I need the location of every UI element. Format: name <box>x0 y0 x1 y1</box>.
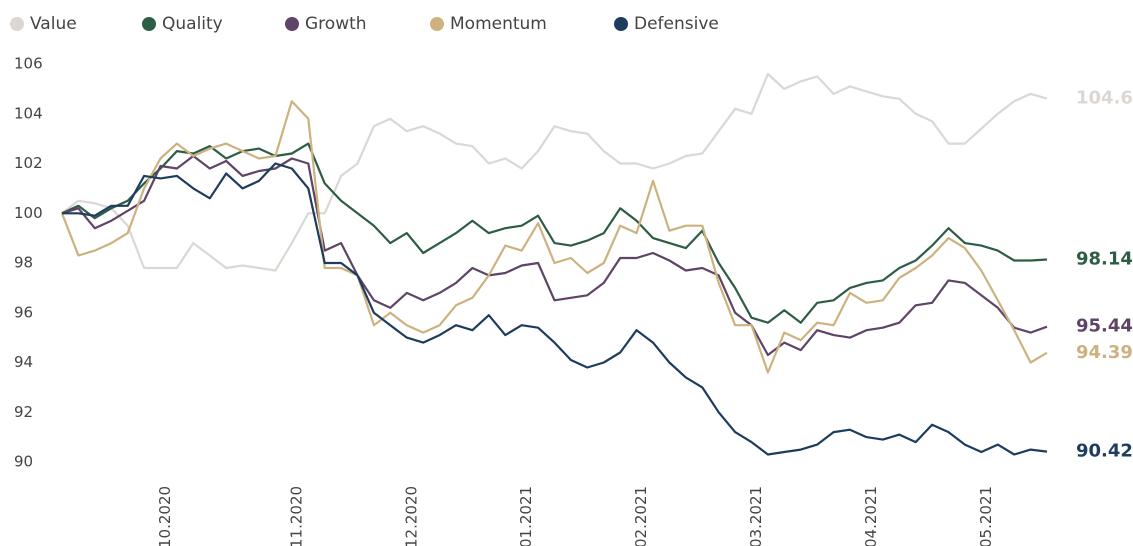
legend-label: Value <box>30 14 77 34</box>
y-tick-label: 92 <box>14 403 33 421</box>
end-label: 94.39 <box>1076 342 1133 363</box>
y-tick-label: 104 <box>14 104 43 122</box>
legend-label: Growth <box>305 14 367 34</box>
x-tick-label: 02.2021 <box>632 486 650 546</box>
end-label: 98.14 <box>1076 249 1133 270</box>
end-label: 95.44 <box>1076 316 1133 337</box>
y-tick-label: 98 <box>14 254 33 272</box>
x-tick-label: 01.2021 <box>517 486 535 546</box>
end-label: 104.61 <box>1076 88 1133 109</box>
legend-swatch <box>285 17 299 31</box>
legend-swatch <box>142 17 156 31</box>
y-tick-label: 100 <box>14 204 43 222</box>
x-tick-label: 10.2020 <box>156 486 174 546</box>
end-label: 90.42 <box>1076 441 1133 462</box>
series-line <box>60 100 1048 374</box>
legend-swatch <box>614 17 628 31</box>
y-tick-label: 90 <box>14 453 33 471</box>
y-tick-label: 96 <box>14 303 33 321</box>
x-tick-label: 12.2020 <box>402 486 420 546</box>
x-tick-label: 11.2020 <box>287 486 305 546</box>
legend-label: Momentum <box>450 14 547 34</box>
x-tick-label: 03.2021 <box>747 486 765 546</box>
legend-swatch <box>430 17 444 31</box>
y-tick-label: 94 <box>14 353 33 371</box>
series-line <box>61 154 1048 357</box>
series-line <box>61 142 1048 324</box>
x-tick-label: 04.2021 <box>862 486 880 546</box>
series-line <box>61 72 1048 272</box>
y-tick-label: 106 <box>14 55 43 73</box>
legend-swatch <box>10 17 24 31</box>
y-tick-label: 102 <box>14 154 43 172</box>
x-tick-label: 05.2021 <box>977 486 995 546</box>
legend-label: Quality <box>162 14 223 34</box>
series-line <box>62 162 1048 456</box>
legend-label: Defensive <box>634 14 719 34</box>
